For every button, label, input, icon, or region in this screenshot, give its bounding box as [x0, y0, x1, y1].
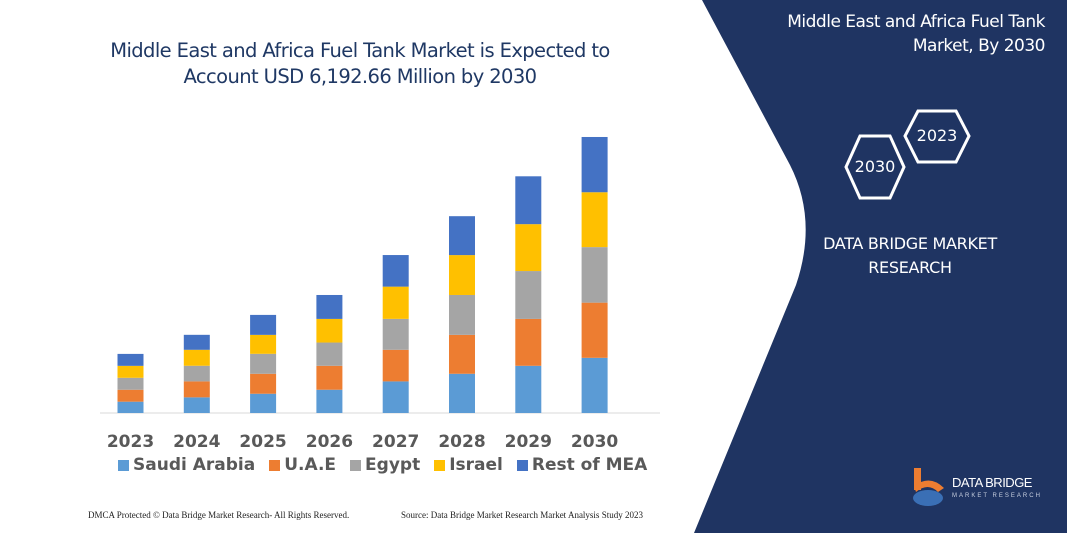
bar-segment-2029-rest-of-mea: [515, 176, 542, 225]
bar-segment-2029-israel: [515, 224, 542, 272]
x-tick-label-2025: 2025: [239, 432, 286, 452]
bar-segment-2030-egypt: [581, 247, 608, 303]
bar-segment-2025-rest-of-mea: [250, 314, 277, 335]
legend-label: Saudi Arabia: [133, 455, 256, 475]
x-tick-label-2023: 2023: [107, 432, 154, 452]
bar-segment-2024-u-a-e: [183, 381, 210, 398]
bar-segment-2023-u-a-e: [117, 389, 144, 402]
logo-subtext: MARKET RESEARCH: [952, 493, 1042, 499]
bar-segment-2026-saudi-arabia: [316, 389, 343, 413]
bars-layer: [117, 136, 608, 413]
side-panel: [694, 0, 1067, 533]
legend-item-egypt: Egypt: [350, 455, 420, 475]
legend-item-israel: Israel: [434, 455, 503, 475]
x-tick-label-2029: 2029: [505, 432, 552, 452]
bar-segment-2027-u-a-e: [382, 349, 409, 382]
bar-segment-2029-u-a-e: [515, 318, 542, 366]
bar-segment-2029-egypt: [515, 271, 542, 319]
legend-swatch: [350, 459, 362, 471]
legend-item-saudi-arabia: Saudi Arabia: [118, 455, 255, 475]
legend-label: Israel: [449, 455, 503, 475]
bar-segment-2023-israel: [117, 365, 144, 378]
bar-segment-2027-israel: [382, 286, 409, 319]
hex-label-2023: 2023: [916, 126, 958, 145]
bar-segment-2023-saudi-arabia: [117, 401, 144, 413]
bar-segment-2027-rest-of-mea: [382, 255, 409, 287]
bar-segment-2030-u-a-e: [581, 302, 608, 358]
hex-label-2030: 2030: [854, 157, 896, 176]
bar-segment-2024-egypt: [183, 365, 210, 382]
bar-segment-2026-rest-of-mea: [316, 294, 343, 319]
footer-copyright: DMCA Protected © Data Bridge Market Rese…: [88, 510, 350, 520]
footer-source: Source: Data Bridge Market Research Mark…: [401, 510, 643, 520]
hexagon-2023: [903, 109, 971, 164]
legend-label: Egypt: [365, 455, 421, 475]
x-tick-label-2024: 2024: [173, 432, 220, 452]
bar-segment-2029-saudi-arabia: [515, 365, 542, 413]
legend-label: Rest of MEA: [531, 455, 648, 475]
bar-segment-2024-saudi-arabia: [183, 397, 210, 413]
chart-title: Middle East and Africa Fuel Tank Market …: [110, 39, 610, 88]
bar-segment-2025-israel: [250, 334, 277, 354]
bar-segment-2025-egypt: [250, 353, 277, 374]
bar-segment-2027-saudi-arabia: [382, 381, 409, 413]
bar-segment-2028-u-a-e: [449, 334, 475, 374]
bar-segment-2025-u-a-e: [250, 373, 277, 394]
legend-swatch: [434, 459, 446, 471]
legend-swatch: [118, 459, 129, 471]
bar-segment-2030-israel: [581, 192, 608, 248]
brand-line-1: DATA BRIDGE MARKET: [823, 234, 997, 253]
bar-segment-2030-saudi-arabia: [581, 357, 608, 413]
side-panel-title: Middle East and Africa Fuel Tank Market,…: [787, 12, 1045, 56]
bar-segment-2023-egypt: [117, 377, 144, 390]
bar-segment-2027-egypt: [382, 318, 409, 350]
x-tick-labels: 2023 2024 2025 2026 2027 2028 2029 2030: [107, 432, 619, 452]
legend-item-rest-of-mea: Rest of MEA: [516, 455, 648, 475]
bar-segment-2026-israel: [316, 318, 343, 343]
legend: Saudi Arabia U.A.E Egypt Israel Rest of …: [118, 455, 647, 475]
bar-segment-2026-egypt: [316, 342, 343, 366]
brand-name: DATA BRIDGE MARKET RESEARCH: [800, 232, 1020, 280]
bar-segment-2024-israel: [183, 349, 210, 366]
bar-segment-2025-saudi-arabia: [250, 393, 277, 413]
x-tick-label-2026: 2026: [306, 432, 353, 452]
bar-segment-2030-rest-of-mea: [581, 136, 608, 193]
legend-label: U.A.E: [284, 455, 337, 475]
legend-swatch: [516, 459, 528, 471]
bar-segment-2028-egypt: [449, 294, 475, 335]
hexagon-2030: [844, 134, 906, 200]
bar-segment-2028-israel: [449, 255, 475, 295]
x-tick-label-2030: 2030: [571, 432, 618, 452]
x-tick-label-2027: 2027: [372, 432, 419, 452]
bar-segment-2023-rest-of-mea: [117, 353, 144, 366]
x-tick-label-2028: 2028: [438, 432, 485, 452]
bar-segment-2028-rest-of-mea: [449, 216, 475, 256]
bar-segment-2028-saudi-arabia: [449, 373, 475, 413]
bar-segment-2024-rest-of-mea: [183, 334, 210, 350]
logo-text: DATA BRIDGE: [952, 475, 1032, 490]
bar-segment-2026-u-a-e: [316, 365, 343, 390]
legend-swatch: [269, 459, 281, 471]
data-bridge-logo-icon: [913, 468, 944, 506]
brand-line-2: RESEARCH: [868, 258, 952, 277]
legend-item-uae: U.A.E: [269, 455, 336, 475]
